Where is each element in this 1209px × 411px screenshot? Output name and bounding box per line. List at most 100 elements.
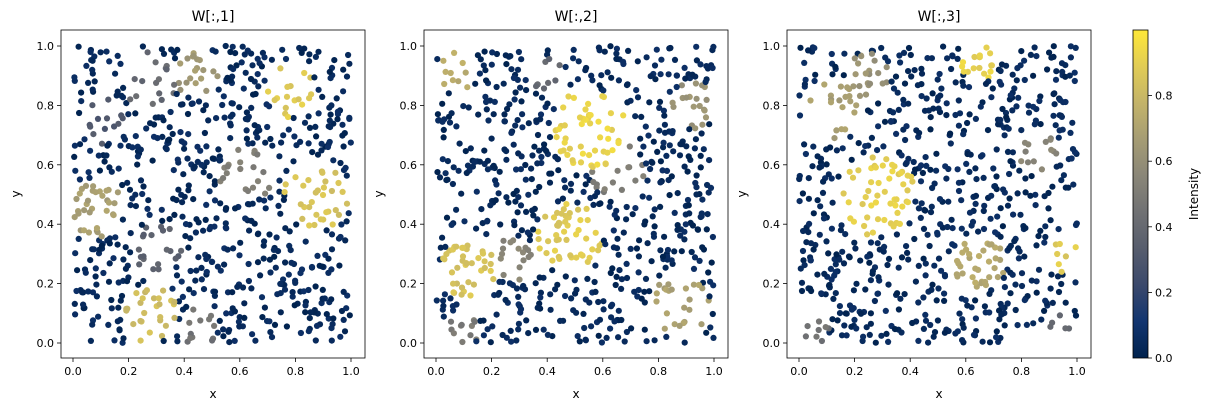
data-point — [515, 194, 522, 201]
data-point — [473, 225, 480, 232]
data-point — [522, 161, 529, 169]
data-point — [185, 131, 192, 138]
data-point — [211, 322, 218, 329]
data-point — [191, 163, 198, 170]
data-point — [1021, 297, 1028, 304]
data-point — [115, 304, 122, 311]
data-point — [639, 193, 646, 200]
data-point — [566, 145, 574, 152]
data-point — [171, 81, 178, 88]
data-point — [614, 235, 621, 242]
data-point — [685, 153, 692, 160]
data-point — [970, 331, 978, 338]
data-point — [936, 196, 944, 203]
data-point — [618, 316, 625, 324]
data-point — [504, 105, 511, 113]
y-tick-label: 0.2 — [37, 278, 55, 291]
data-point — [676, 322, 683, 329]
data-point — [661, 129, 669, 136]
data-point — [706, 293, 713, 300]
data-point — [1004, 148, 1012, 155]
data-point — [609, 147, 616, 154]
data-point — [333, 95, 340, 102]
data-point — [570, 94, 578, 101]
data-point — [799, 247, 807, 255]
data-point — [89, 57, 96, 64]
data-point — [897, 169, 904, 177]
data-point — [577, 251, 585, 258]
data-point — [933, 297, 940, 304]
data-point — [1053, 150, 1060, 157]
data-point — [1001, 322, 1008, 329]
data-point — [972, 279, 979, 286]
data-point — [283, 167, 290, 174]
data-point — [972, 115, 980, 122]
data-point — [797, 44, 804, 51]
data-point — [623, 203, 630, 211]
y-tick-label: 0.4 — [37, 218, 55, 231]
data-point — [163, 246, 170, 253]
data-point — [314, 252, 321, 259]
data-point — [908, 173, 915, 180]
data-point — [475, 255, 482, 262]
data-point — [880, 143, 887, 150]
data-point — [450, 164, 457, 171]
data-point — [562, 184, 569, 191]
y-tick-label: 0.4 — [763, 218, 781, 231]
data-point — [190, 52, 197, 60]
data-point — [967, 151, 974, 158]
data-point — [693, 172, 700, 179]
data-point — [517, 84, 524, 91]
data-point — [973, 176, 980, 183]
data-point — [918, 70, 926, 77]
data-point — [185, 187, 192, 194]
data-point — [632, 205, 639, 212]
y-tick-label: 1.0 — [37, 40, 55, 53]
data-point — [613, 45, 621, 52]
data-point — [117, 142, 124, 149]
data-point — [904, 199, 912, 206]
data-point — [234, 283, 241, 290]
data-point — [623, 274, 631, 282]
data-point — [487, 260, 494, 268]
data-point — [663, 167, 671, 174]
data-point — [346, 60, 353, 67]
data-point — [462, 69, 469, 76]
data-point — [915, 299, 922, 306]
data-point — [912, 198, 919, 205]
data-point — [893, 196, 900, 203]
data-point — [483, 106, 490, 113]
data-point — [190, 196, 197, 203]
data-point — [264, 123, 271, 131]
data-point — [1072, 312, 1080, 319]
data-point — [577, 143, 584, 150]
colorbar-tick-label: 0.0 — [1155, 352, 1173, 365]
data-point — [282, 259, 289, 266]
data-point — [473, 188, 480, 195]
data-point — [1022, 225, 1029, 232]
data-point — [972, 265, 979, 272]
data-point — [247, 75, 255, 83]
data-point — [184, 55, 191, 62]
data-point — [938, 267, 945, 274]
data-point — [223, 170, 230, 177]
data-point — [235, 146, 242, 153]
data-point — [1007, 158, 1014, 165]
data-point — [137, 146, 144, 153]
data-point — [838, 332, 846, 339]
data-point — [955, 97, 962, 104]
data-point — [1055, 134, 1062, 141]
data-point — [281, 189, 288, 196]
data-point — [875, 100, 882, 107]
data-point — [96, 167, 103, 174]
data-point — [305, 140, 312, 147]
data-point — [297, 201, 304, 208]
data-point — [340, 143, 347, 150]
data-point — [272, 264, 279, 271]
data-point — [864, 231, 871, 238]
data-point — [884, 261, 891, 269]
data-point — [505, 199, 512, 206]
data-point — [992, 255, 999, 262]
data-point — [993, 173, 1000, 180]
